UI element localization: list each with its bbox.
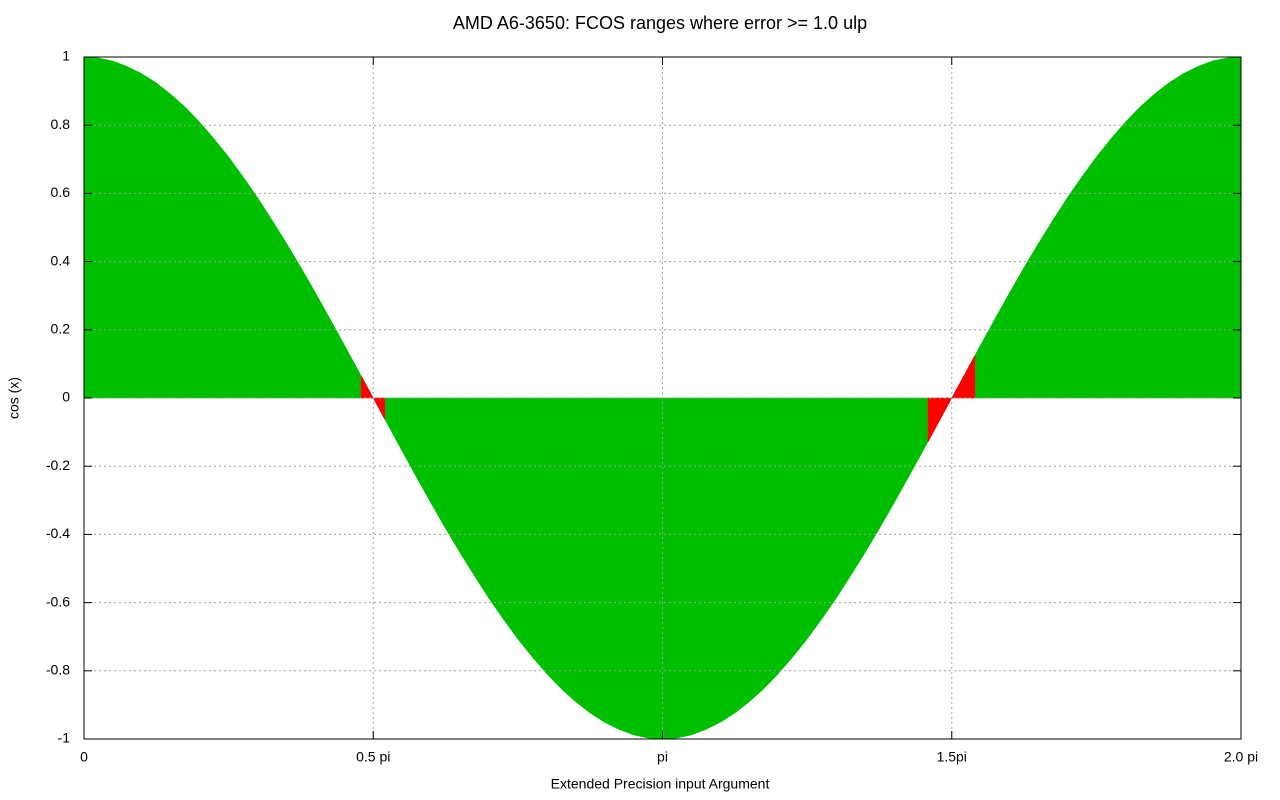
y-axis-label: cos (x) [6, 377, 22, 419]
y-tick-label: -0.6 [46, 593, 70, 609]
chart-title: AMD A6-3650: FCOS ranges where error >= … [453, 13, 867, 33]
y-tick-label: -1 [58, 730, 71, 746]
x-tick-label: pi [657, 749, 668, 765]
plot-border [83, 56, 1242, 740]
x-tick-label: 0 [80, 749, 88, 765]
y-tick-label: 0 [62, 389, 70, 405]
y-tick-label: -0.4 [46, 525, 70, 541]
x-tick-label: 1.5pi [937, 749, 967, 765]
y-tick-label: -0.8 [46, 662, 70, 678]
y-tick-label: 1 [62, 48, 70, 64]
y-tick-label: 0.6 [51, 184, 71, 200]
y-tick-label: 0.2 [51, 321, 71, 337]
x-tick-label: 2.0 pi [1224, 749, 1258, 765]
plot-area: -1 -0.8 -0.6 -0.4 -0.2 0 0.2 0.4 0.6 0.8 1 0 0.5 pi p… [46, 48, 1258, 765]
y-tick-label: 0.4 [51, 252, 71, 268]
x-axis-label: Extended Precision input Argument [551, 776, 770, 792]
x-tick-label: 0.5 pi [356, 749, 390, 765]
y-tick-label: 0.8 [51, 116, 71, 132]
y-tick-label: -0.2 [46, 457, 70, 473]
